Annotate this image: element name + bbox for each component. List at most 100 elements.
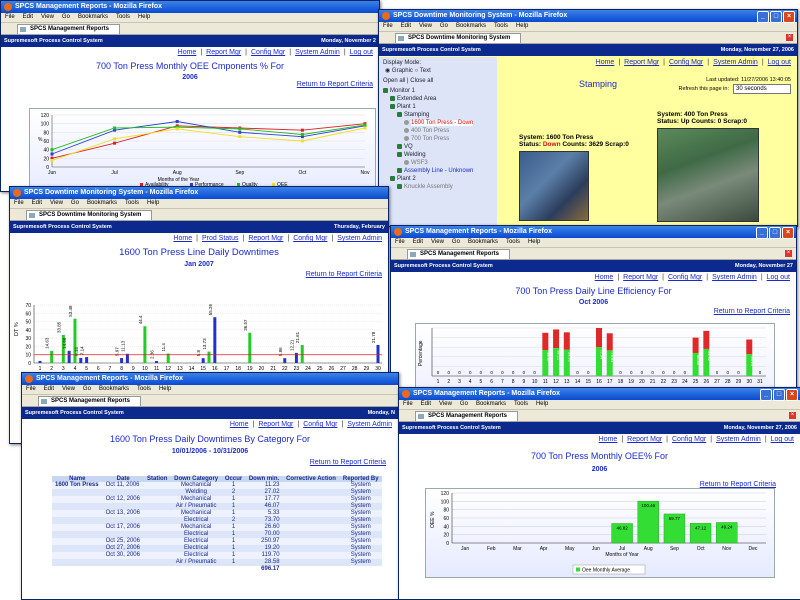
nav-prod-status-link[interactable]: Prod Status — [201, 235, 239, 242]
menu-bookmarks[interactable]: Bookmarks — [98, 386, 129, 392]
tab-close-icon[interactable]: × — [786, 34, 793, 41]
tree-node[interactable]: VQ — [383, 143, 497, 151]
menu-file[interactable]: File — [26, 386, 36, 392]
nav-home-link[interactable]: Home — [595, 59, 615, 66]
menu-tools[interactable]: Tools — [493, 23, 508, 29]
return-link[interactable]: Return to Report Criteria — [699, 481, 776, 488]
tree-node[interactable]: Assembly Line - Unknown — [383, 167, 497, 175]
tree-node[interactable]: 700 Ton Press — [383, 135, 497, 143]
menu-go[interactable]: Go — [82, 386, 91, 392]
tree-node[interactable]: Extended Area — [383, 95, 497, 103]
window-titlebar[interactable]: SPCS Management Reports - Mozilla Firefo… — [1, 1, 379, 13]
menu-edit[interactable]: Edit — [420, 401, 432, 407]
window-titlebar[interactable]: SPCS Downtime Monitoring System - Mozill… — [10, 187, 388, 199]
tab-spcs-reports[interactable]: SPCS Management Reports — [407, 249, 511, 259]
menu-go[interactable]: Go — [61, 14, 70, 20]
nav-admin-link[interactable]: System Admin — [713, 59, 758, 66]
menu-view[interactable]: View — [41, 14, 54, 20]
menu-tools[interactable]: Tools — [513, 401, 528, 407]
text-radio[interactable]: ○ — [414, 68, 419, 74]
minimize-icon[interactable]: _ — [756, 227, 768, 239]
nav-logout-link[interactable]: Log out — [349, 49, 373, 56]
window-titlebar[interactable]: SPCS Management Reports - Mozilla Firefo… — [391, 226, 796, 239]
close-icon[interactable]: × — [782, 227, 794, 239]
nav-config-link[interactable]: Config Mgr — [303, 421, 338, 428]
menu-bookmarks[interactable]: Bookmarks — [86, 200, 117, 206]
close-all-link[interactable]: Close all — [410, 78, 434, 84]
menu-file[interactable]: File — [14, 200, 24, 206]
menu-help[interactable]: Help — [535, 401, 549, 407]
tab-spcs-reports[interactable]: SPCS Management Reports — [38, 396, 142, 406]
menu-help[interactable]: Help — [527, 239, 541, 245]
tree-node[interactable]: Monitor 1 — [383, 87, 497, 95]
tree-node[interactable]: Welding — [383, 151, 497, 159]
menu-help[interactable]: Help — [515, 23, 529, 29]
menu-tools[interactable]: Tools — [115, 14, 130, 20]
menu-view[interactable]: View — [431, 239, 444, 245]
nav-report-link[interactable]: Report Mgr — [258, 421, 294, 428]
menu-edit[interactable]: Edit — [22, 14, 34, 20]
nav-home-link[interactable]: Home — [173, 235, 193, 242]
menu-edit[interactable]: Edit — [43, 386, 55, 392]
return-link[interactable]: Return to Report Criteria — [305, 271, 382, 278]
menu-file[interactable]: File — [383, 23, 393, 29]
nav-admin-link[interactable]: System Admin — [337, 235, 382, 242]
nav-config-link[interactable]: Config Mgr — [293, 235, 328, 242]
nav-report-link[interactable]: Report Mgr — [206, 49, 242, 56]
nav-config-link[interactable]: Config Mgr — [251, 49, 286, 56]
menu-go[interactable]: Go — [439, 23, 448, 29]
minimize-icon[interactable]: _ — [757, 11, 769, 23]
tree-node[interactable]: Plant 2 — [383, 175, 497, 183]
nav-admin-link[interactable]: System Admin — [716, 436, 761, 443]
nav-logout-link[interactable]: Log out — [766, 274, 790, 281]
machine-1600-ton[interactable]: System: 1600 Ton Press Status: Down Coun… — [519, 134, 649, 221]
menu-edit[interactable]: Edit — [400, 23, 412, 29]
minimize-icon[interactable]: _ — [760, 389, 772, 401]
nav-report-link[interactable]: Report Mgr — [624, 59, 660, 66]
close-icon[interactable]: × — [786, 389, 798, 401]
menu-go[interactable]: Go — [459, 401, 468, 407]
menu-help[interactable]: Help — [137, 14, 151, 20]
nav-home-link[interactable]: Home — [229, 421, 249, 428]
menu-help[interactable]: Help — [158, 386, 172, 392]
menu-bookmarks[interactable]: Bookmarks — [77, 14, 108, 20]
nav-admin-link[interactable]: System Admin — [712, 274, 757, 281]
menu-view[interactable]: View — [62, 386, 75, 392]
tree-node[interactable]: 1600 Ton Press - Down — [383, 119, 497, 127]
tree-node[interactable]: 400 Ton Press — [383, 127, 497, 135]
return-link[interactable]: Return to Report Criteria — [713, 308, 790, 315]
menu-go[interactable]: Go — [70, 200, 79, 206]
nav-config-link[interactable]: Config Mgr — [669, 59, 704, 66]
tab-spcs-reports[interactable]: SPCS Management Reports — [17, 24, 121, 34]
menu-bookmarks[interactable]: Bookmarks — [455, 23, 486, 29]
nav-config-link[interactable]: Config Mgr — [672, 436, 707, 443]
menu-bookmarks[interactable]: Bookmarks — [467, 239, 498, 245]
nav-logout-link[interactable]: Log out — [770, 436, 794, 443]
menu-go[interactable]: Go — [451, 239, 460, 245]
nav-config-link[interactable]: Config Mgr — [668, 274, 703, 281]
tree-node[interactable]: Plant 1 — [383, 103, 497, 111]
nav-report-link[interactable]: Report Mgr — [248, 235, 284, 242]
tab-spcs-reports[interactable]: SPCS Management Reports — [415, 411, 519, 421]
nav-logout-link[interactable]: Log out — [767, 59, 791, 66]
menu-file[interactable]: File — [395, 239, 405, 245]
menu-view[interactable]: View — [419, 23, 432, 29]
menu-file[interactable]: File — [5, 14, 15, 20]
window-titlebar[interactable]: SPCS Management Reports - Mozilla Firefo… — [399, 388, 800, 401]
nav-report-link[interactable]: Report Mgr — [627, 436, 663, 443]
menu-view[interactable]: View — [50, 200, 63, 206]
tab-downtime-monitoring[interactable]: SPCS Downtime Monitoring System — [395, 33, 522, 43]
window-titlebar[interactable]: SPCS Downtime Monitoring System - Mozill… — [379, 10, 797, 23]
return-link[interactable]: Return to Report Criteria — [309, 459, 386, 466]
nav-home-link[interactable]: Home — [594, 274, 614, 281]
nav-admin-link[interactable]: System Admin — [347, 421, 392, 428]
nav-home-link[interactable]: Home — [177, 49, 197, 56]
nav-admin-link[interactable]: System Admin — [295, 49, 340, 56]
menu-tools[interactable]: Tools — [505, 239, 520, 245]
graphic-radio[interactable]: ◉ — [385, 68, 391, 74]
tab-close-icon[interactable]: × — [785, 250, 792, 257]
open-all-link[interactable]: Open all — [383, 78, 406, 84]
menu-file[interactable]: File — [403, 401, 413, 407]
menu-bookmarks[interactable]: Bookmarks — [475, 401, 506, 407]
menu-edit[interactable]: Edit — [412, 239, 424, 245]
